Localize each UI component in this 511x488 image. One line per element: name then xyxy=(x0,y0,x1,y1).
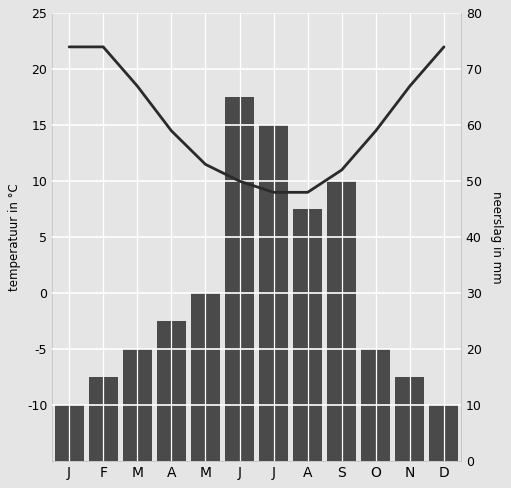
Y-axis label: temperatuur in °C: temperatuur in °C xyxy=(8,183,21,291)
Bar xyxy=(327,181,356,461)
Bar xyxy=(259,125,288,461)
Bar xyxy=(429,405,458,461)
Bar xyxy=(157,321,186,461)
Bar xyxy=(55,405,84,461)
Bar xyxy=(293,209,322,461)
Bar xyxy=(191,293,220,461)
Bar xyxy=(396,377,424,461)
Bar xyxy=(361,349,390,461)
Bar xyxy=(123,349,152,461)
Bar xyxy=(225,97,254,461)
Bar xyxy=(89,377,118,461)
Y-axis label: neerslag in mm: neerslag in mm xyxy=(490,191,503,284)
